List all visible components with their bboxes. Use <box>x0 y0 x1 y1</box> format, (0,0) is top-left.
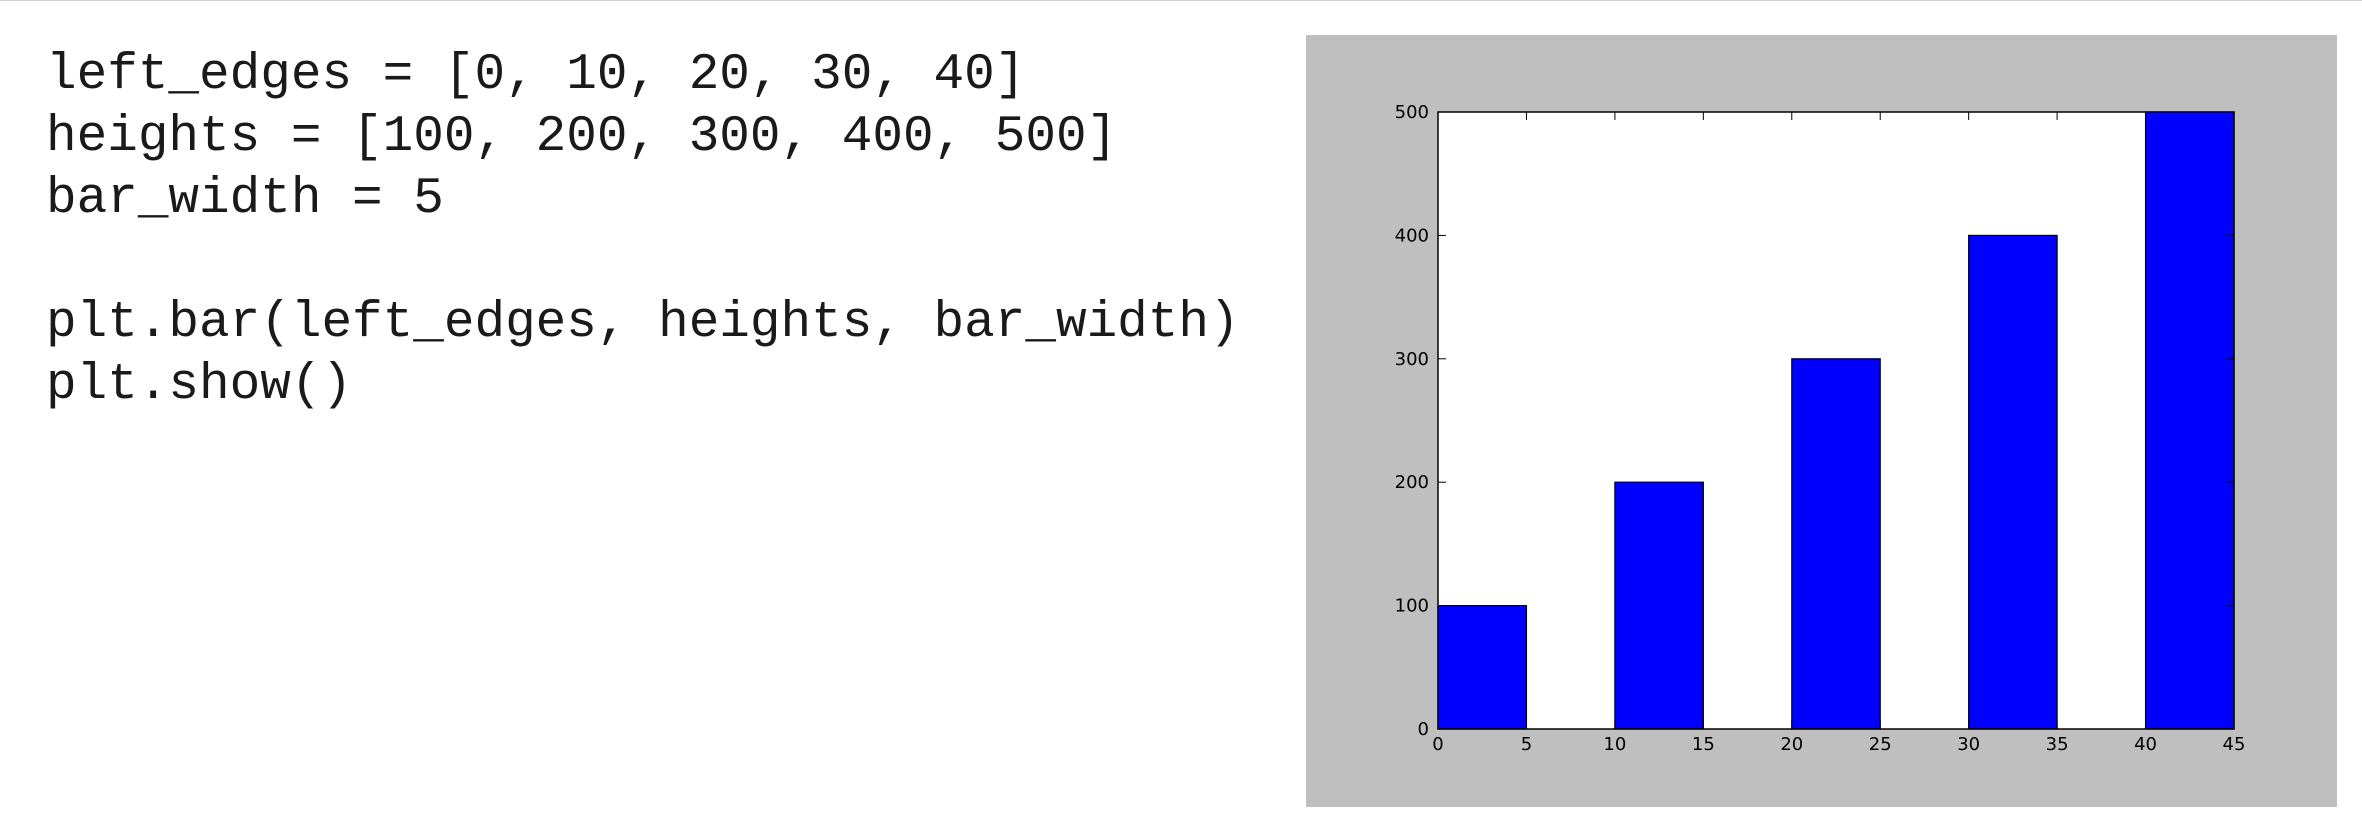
y-tick-label: 0 <box>1418 719 1429 740</box>
y-tick-label: 400 <box>1395 225 1429 246</box>
x-tick-label: 10 <box>1603 734 1626 755</box>
x-tick-label: 35 <box>2046 734 2069 755</box>
code-line <box>46 231 1240 293</box>
axes-frame <box>1437 111 2235 730</box>
x-tick-label: 0 <box>1432 734 1443 755</box>
bar-chart: 0 5 10 15 20 25 30 35 40 45 0 100 200 300 400 500 <box>1395 102 2246 755</box>
code-line: bar_width = 5 <box>46 171 444 228</box>
bar <box>1791 358 1881 730</box>
y-tick-label: 300 <box>1395 349 1429 370</box>
bar <box>1968 234 2058 730</box>
code-line: plt.show() <box>46 357 353 414</box>
code-line: heights = [100, 200, 300, 400, 500] <box>46 109 1118 166</box>
code-line: left_edges = [0, 10, 20, 30, 40] <box>46 47 1026 104</box>
x-tick-label: 40 <box>2134 734 2157 755</box>
code-line: plt.bar(left_edges, heights, bar_width) <box>46 295 1240 352</box>
x-tick-label: 25 <box>1869 734 1892 755</box>
bar <box>1614 481 1704 730</box>
x-tick-label: 5 <box>1521 734 1532 755</box>
chart-figure: 0 5 10 15 20 25 30 35 40 45 0 100 200 300 400 500 <box>1306 35 2337 807</box>
x-tick-label: 15 <box>1692 734 1715 755</box>
bar <box>1437 604 1528 730</box>
code-block: left_edges = [0, 10, 20, 30, 40] heights… <box>46 45 1240 417</box>
x-tick-label: 30 <box>1957 734 1980 755</box>
x-tick-label: 45 <box>2223 734 2246 755</box>
y-tick-label: 500 <box>1395 102 1429 123</box>
y-tick-label: 200 <box>1395 472 1429 493</box>
x-tick-label: 20 <box>1780 734 1803 755</box>
y-tick-label: 100 <box>1395 596 1429 617</box>
bar <box>2144 111 2235 730</box>
